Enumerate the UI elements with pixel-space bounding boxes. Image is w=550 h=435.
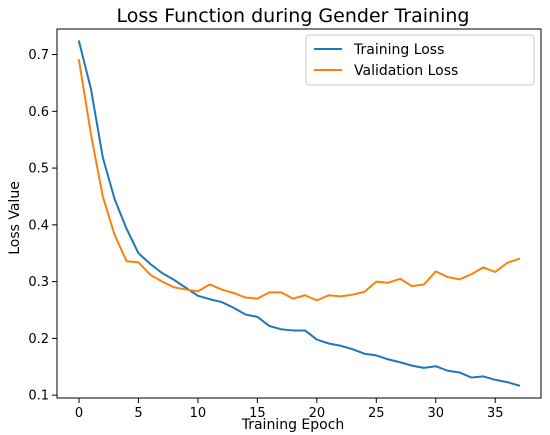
x-tick-label: 25 [368, 406, 385, 421]
y-tick-label: 0.5 [28, 162, 49, 177]
x-tick-label: 35 [487, 406, 504, 421]
plot-frame [56, 28, 542, 399]
plot-area: 0 5 10 15 20 25 30 35 0.1 0.2 0.3 0.4 0.5 0.6 0.7 [28, 28, 542, 421]
legend-box [305, 34, 535, 86]
y-tick-label: 0.6 [28, 105, 49, 120]
x-tick-label: 5 [134, 406, 142, 421]
series-line-validation-loss [77, 59, 521, 302]
y-axis-label: Loss Value [7, 181, 23, 255]
y-tick-label: 0.3 [28, 275, 49, 290]
x-tick-label: 10 [190, 406, 207, 421]
x-tick-label: 0 [75, 406, 83, 421]
legend-label: Training Loss [353, 42, 444, 58]
y-tick-label: 0.2 [28, 332, 49, 347]
chart-title: Loss Function during Gender Training [117, 5, 470, 27]
x-tick-label: 20 [309, 406, 326, 421]
y-tick-label: 0.1 [28, 389, 49, 404]
series-line-training-loss [77, 40, 521, 387]
y-tick-label: 0.4 [28, 218, 49, 233]
legend-label: Validation Loss [354, 63, 458, 79]
x-axis-label: Training Epoch [241, 417, 345, 433]
x-tick-label: 30 [427, 406, 444, 421]
x-tick-label: 15 [249, 406, 266, 421]
legend: Training Loss Validation Loss [305, 34, 535, 86]
y-tick-label: 0.7 [28, 48, 49, 63]
